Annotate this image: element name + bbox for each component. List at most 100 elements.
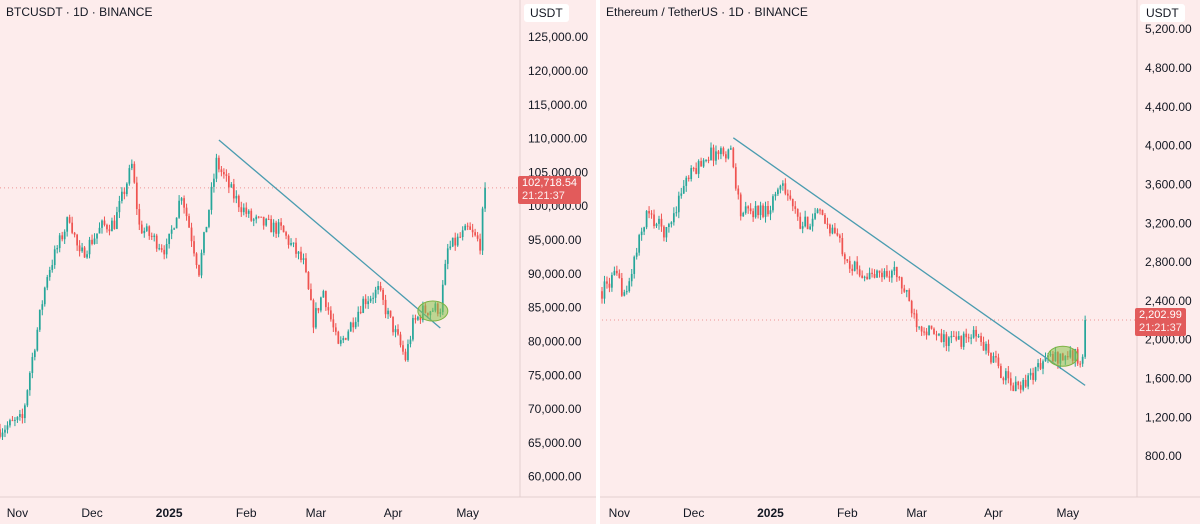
eth-candle-body: [660, 218, 663, 227]
btc-candle-body: [257, 216, 260, 218]
btc-candle-body: [349, 322, 352, 332]
btc-x-tick-label: 2025: [156, 506, 183, 520]
eth-candle-body: [918, 326, 921, 328]
btc-candle-body: [312, 300, 315, 328]
btc-candle-body: [327, 307, 330, 311]
btc-candle-body: [476, 235, 479, 239]
btc-candle-body: [466, 225, 469, 227]
eth-candle-body: [697, 161, 700, 174]
eth-candle-body: [729, 148, 732, 150]
btc-candle-body: [133, 163, 136, 183]
eth-candle-body: [767, 205, 769, 215]
btc-candle-body: [9, 420, 11, 426]
eth-candle-body: [668, 224, 670, 228]
btc-candle-body: [337, 331, 340, 344]
eth-y-tick-label: 1,200.00: [1145, 410, 1192, 424]
btc-price-scale-unit[interactable]: USDT: [524, 4, 569, 22]
eth-candle-body: [784, 183, 787, 194]
btc-chart[interactable]: 60,000.00 65,000.00 70,000.00 75,000.00 80,0…: [0, 0, 596, 524]
btc-candle-body: [469, 226, 472, 230]
eth-candle-body: [1042, 361, 1044, 369]
panel-divider[interactable]: [596, 0, 600, 524]
eth-price-scale-unit[interactable]: USDT: [1140, 4, 1185, 22]
eth-candle-body: [791, 198, 794, 207]
eth-candle-body: [794, 206, 797, 209]
eth-candle-body: [744, 206, 747, 213]
btc-candle-body: [138, 209, 141, 225]
eth-candle-body: [933, 328, 935, 335]
eth-candle-body: [601, 291, 603, 299]
eth-candle-body: [645, 211, 648, 228]
btc-y-tick-label: 125,000.00: [528, 30, 588, 44]
eth-candle-body: [858, 269, 861, 276]
eth-candle-body: [873, 273, 876, 278]
btc-candle-body: [252, 219, 255, 221]
btc-candle-body: [188, 216, 190, 228]
eth-candle-body: [635, 252, 638, 257]
btc-candle-body: [73, 232, 76, 235]
btc-chart-panel[interactable]: 60,000.00 65,000.00 70,000.00 75,000.00 80,0…: [0, 0, 596, 524]
btc-candle-body: [106, 224, 108, 230]
btc-candle-body: [155, 235, 158, 249]
btc-candle-body: [195, 253, 198, 266]
btc-candle-body: [407, 344, 409, 361]
eth-candle-body: [809, 226, 811, 230]
eth-candle-body: [606, 281, 608, 284]
eth-candle-body: [878, 270, 881, 273]
eth-candle-body: [970, 337, 973, 339]
eth-candle-body: [895, 266, 898, 278]
btc-y-tick-label: 70,000.00: [528, 402, 582, 416]
btc-candle-body: [180, 198, 183, 201]
btc-y-tick-label: 110,000.00: [528, 132, 587, 146]
btc-candle-body: [98, 227, 101, 234]
btc-candle-body: [417, 316, 419, 320]
btc-y-tick-label: 80,000.00: [528, 334, 582, 348]
eth-candle-body: [710, 147, 712, 161]
btc-candle-body: [347, 331, 350, 340]
btc-y-tick-label: 85,000.00: [528, 301, 582, 315]
eth-candle-body: [685, 177, 688, 186]
eth-chart-panel[interactable]: 800.00 1,200.00 1,600.00 2,000.00 2,400.00 2,…: [600, 0, 1200, 524]
eth-candle-body: [910, 301, 913, 314]
btc-candle-body: [441, 284, 444, 313]
btc-candle-body: [227, 175, 230, 188]
eth-highlight-ellipse: [1047, 345, 1079, 367]
btc-candle-body: [397, 329, 399, 335]
btc-candle-body: [178, 200, 180, 218]
eth-candle-body: [856, 261, 859, 270]
btc-candle-body: [282, 225, 285, 233]
btc-candle-body: [270, 219, 273, 233]
eth-x-tick-label: 2025: [757, 506, 784, 520]
eth-candle-body: [672, 213, 675, 223]
eth-chart[interactable]: 800.001,200.001,600.002,000.002,400.002,…: [600, 0, 1200, 524]
btc-candle-body: [315, 308, 317, 328]
eth-candle-body: [928, 325, 930, 336]
btc-candle-body: [454, 237, 457, 246]
eth-candle-body: [1037, 363, 1039, 368]
btc-y-tick-label: 115,000.00: [528, 98, 587, 112]
btc-candle-body: [205, 226, 208, 233]
eth-candle-body: [920, 326, 923, 332]
eth-y-tick-label: 2,000.00: [1145, 333, 1192, 347]
btc-candle-body: [342, 338, 345, 341]
eth-candle-body: [962, 333, 965, 347]
eth-candle-body: [603, 281, 606, 299]
eth-candle-body: [1024, 379, 1027, 387]
eth-x-tick-label: May: [1056, 506, 1079, 520]
eth-candle-body: [1029, 372, 1032, 376]
eth-candle-body: [938, 333, 940, 336]
btc-candle-body: [446, 248, 449, 264]
eth-candle-body: [841, 238, 844, 255]
btc-candle-body: [364, 298, 367, 305]
btc-candle-body: [459, 236, 462, 238]
eth-candle-body: [663, 226, 665, 238]
eth-candle-body: [943, 334, 945, 342]
btc-candle-body: [16, 416, 19, 420]
eth-candle-body: [1000, 366, 1002, 379]
eth-candle-body: [625, 291, 628, 293]
btc-y-tick-label: 90,000.00: [528, 267, 582, 281]
btc-candle-body: [58, 235, 61, 249]
btc-candle-body: [267, 218, 270, 220]
eth-candle-body: [898, 277, 901, 279]
eth-candle-body: [806, 216, 809, 230]
